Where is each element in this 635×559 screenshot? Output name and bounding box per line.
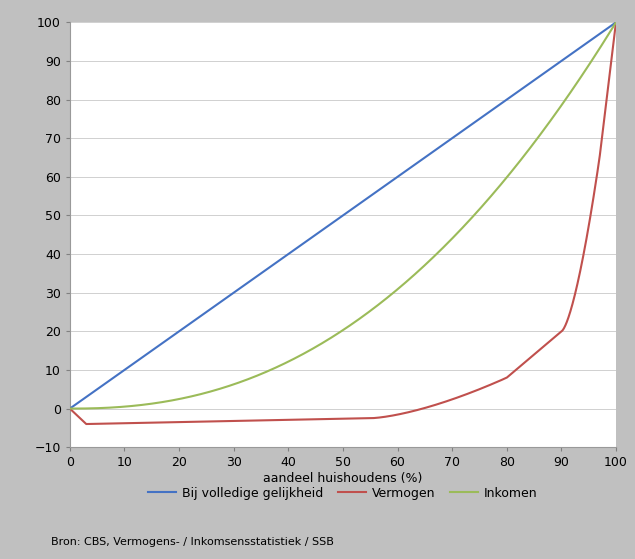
Legend: Bij volledige gelijkheid, Vermogen, Inkomen: Bij volledige gelijkheid, Vermogen, Inko… (143, 482, 543, 505)
Text: Bron: CBS, Vermogens- / Inkomsensstatistiek / SSB: Bron: CBS, Vermogens- / Inkomsensstatist… (51, 537, 333, 547)
X-axis label: aandeel huishoudens (%): aandeel huishoudens (%) (264, 472, 422, 485)
